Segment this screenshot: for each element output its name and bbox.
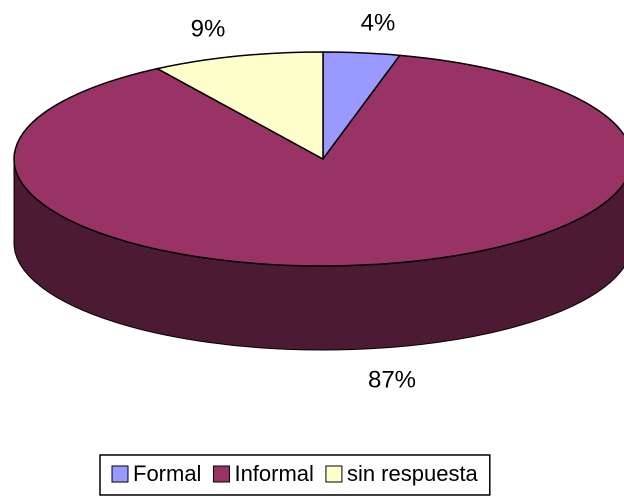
legend-box [99, 454, 491, 496]
data-label: 4% [361, 9, 396, 36]
legend-swatch [325, 465, 343, 483]
legend-label: Formal [133, 461, 201, 486]
legend-swatch [111, 465, 129, 483]
data-label: 9% [191, 15, 226, 42]
legend-label: Informal [234, 461, 313, 486]
legend: Formal Informal sin respuesta [99, 454, 491, 496]
legend-label: sin respuesta [347, 461, 479, 486]
slice [155, 51, 324, 161]
data-label: 87% [368, 366, 416, 393]
slice [13, 54, 624, 267]
legend-swatch [212, 465, 230, 483]
